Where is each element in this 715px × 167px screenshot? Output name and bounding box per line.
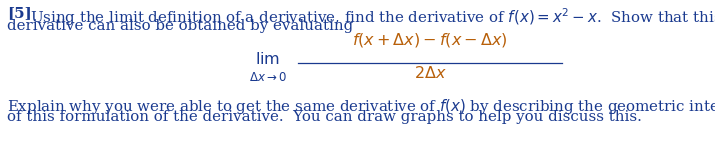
Text: Using the limit definition of a derivative, find the derivative of $f(x) = x^2 -: Using the limit definition of a derivati… <box>30 6 715 28</box>
Text: $\Delta x \to 0$: $\Delta x \to 0$ <box>249 71 287 84</box>
Text: Explain why you were able to get the same derivative of $f(x)$ by describing the: Explain why you were able to get the sam… <box>7 97 715 116</box>
Text: $\lim$: $\lim$ <box>255 50 280 67</box>
Text: of this formulation of the derivative.  You can draw graphs to help you discuss : of this formulation of the derivative. Y… <box>7 110 642 124</box>
Text: [5]: [5] <box>7 6 31 20</box>
Text: $f(x + \Delta x) - f(x - \Delta x)$: $f(x + \Delta x) - f(x - \Delta x)$ <box>352 31 508 49</box>
Text: derivative can also be obtained by evaluating: derivative can also be obtained by evalu… <box>7 19 353 33</box>
Text: $2\Delta x$: $2\Delta x$ <box>414 65 446 82</box>
